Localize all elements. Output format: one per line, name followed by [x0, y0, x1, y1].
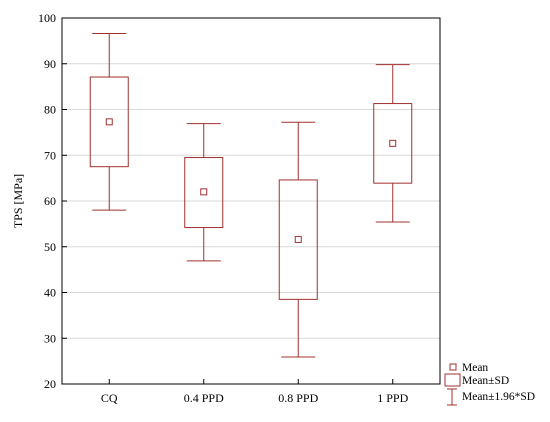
- box-group: [373, 64, 413, 223]
- legend-label: Mean: [462, 362, 488, 374]
- mean-marker: [294, 235, 302, 243]
- sd-box: [89, 76, 129, 168]
- plot-marks: [89, 33, 413, 358]
- axes: 20 30 40 50 60 70 80 90 100 CQ 0.4 PPD 0.8 PPD 1 PPD: [38, 11, 409, 405]
- y-tick-label: 100: [38, 11, 56, 25]
- legend-mean-swatch: [449, 363, 457, 371]
- sd-box: [184, 157, 224, 229]
- legend-label: Mean±1.96*SD: [462, 391, 535, 403]
- grid-lines: [62, 63, 440, 339]
- y-tick-label: 50: [44, 240, 56, 254]
- legend-sd-swatch: [444, 373, 461, 387]
- box-group: [278, 121, 318, 358]
- y-tick-label: 90: [44, 57, 56, 71]
- x-tick-label: 1 PPD: [377, 391, 408, 405]
- x-tick-label: 0.8 PPD: [278, 391, 318, 405]
- mean-marker: [200, 188, 208, 196]
- legend-entry-sd: Mean±SD: [444, 373, 509, 387]
- y-tick-label: 70: [44, 148, 56, 162]
- mean-marker: [105, 118, 113, 126]
- y-axis-label: TPS [MPa]: [11, 174, 25, 228]
- sd-box: [373, 103, 413, 184]
- mean-marker: [389, 139, 397, 147]
- x-tick-label: CQ: [101, 391, 118, 405]
- x-tick-label: 0.4 PPD: [184, 391, 224, 405]
- y-tick-label: 20: [44, 377, 56, 391]
- sd-box: [278, 179, 318, 300]
- box-group: [89, 33, 129, 211]
- y-tick-label: 60: [44, 194, 56, 208]
- legend-label: Mean±SD: [462, 375, 509, 387]
- y-tick-label: 80: [44, 103, 56, 117]
- y-tick-label: 40: [44, 286, 56, 300]
- y-tick-label: 30: [44, 331, 56, 345]
- legend-entry-mean: Mean: [449, 362, 488, 374]
- box-group: [184, 123, 224, 262]
- legend-entry-whisker: Mean±1.96*SD: [447, 388, 535, 406]
